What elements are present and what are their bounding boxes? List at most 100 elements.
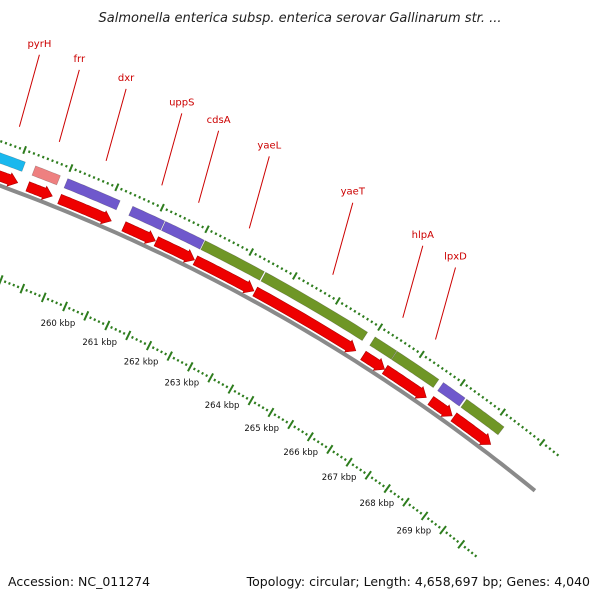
outer-tick <box>353 309 357 313</box>
scale-tick <box>8 281 11 285</box>
outer-tick <box>505 413 509 417</box>
scale-tick <box>304 432 308 436</box>
outer-tick <box>74 168 77 172</box>
gene-block <box>391 350 440 389</box>
scale-tick <box>316 440 320 444</box>
kbp-label: 267 kbp <box>322 473 357 483</box>
outer-tick <box>416 350 420 354</box>
outer-tick <box>156 204 160 208</box>
scale-tick <box>16 285 20 289</box>
scale-tick <box>233 389 237 393</box>
scale-tick <box>448 534 452 538</box>
outer-tick <box>424 355 428 359</box>
cds-arrow <box>450 412 492 445</box>
outer-tick <box>174 212 178 216</box>
scale-tick <box>187 361 194 372</box>
outer-tick <box>357 312 361 316</box>
outer-tick <box>399 339 403 343</box>
outer-tick <box>68 163 74 173</box>
scale-tick <box>227 384 235 394</box>
outer-tick <box>374 322 378 326</box>
outer-tick <box>412 347 416 351</box>
scale-tick <box>38 294 41 298</box>
gene-track <box>0 152 505 436</box>
scale-tick <box>151 346 155 350</box>
leader-line <box>332 202 354 275</box>
gene-label: dxr <box>118 73 135 84</box>
gene-label: yaeT <box>341 187 366 198</box>
scale-tick <box>463 545 467 549</box>
outer-tick <box>4 141 8 145</box>
scale-tick <box>339 455 343 459</box>
scale-tick <box>122 331 126 335</box>
scale-tick <box>370 476 374 480</box>
scale-tick <box>93 318 97 322</box>
scale-tick <box>83 310 90 321</box>
outer-tick <box>227 238 231 243</box>
outer-tick <box>9 143 12 147</box>
outer-tick <box>201 225 205 229</box>
outer-tick <box>110 183 114 187</box>
scale-tick <box>332 450 336 454</box>
kbp-label: 269 kbp <box>396 526 431 536</box>
scale-tick <box>287 419 295 430</box>
outer-tick <box>292 271 298 280</box>
scale-tick <box>29 290 33 294</box>
kbp-label: 260 kbp <box>41 319 76 329</box>
scale-tick <box>67 306 71 310</box>
outer-tick <box>284 269 288 273</box>
gene-block <box>128 205 166 231</box>
outer-tick <box>453 375 457 379</box>
backbone-arc <box>0 183 537 493</box>
map-title: Salmonella enterica subsp. enterica sero… <box>99 11 502 26</box>
outer-tick <box>218 234 222 238</box>
outer-tick <box>469 386 473 391</box>
outer-tick <box>280 267 284 271</box>
outer-tick <box>370 320 374 324</box>
outer-tick <box>187 218 191 222</box>
scale-tick <box>400 497 404 501</box>
outer-tick <box>361 314 365 319</box>
scale-tick <box>293 425 297 429</box>
scale-tick <box>97 320 101 324</box>
scale-tick <box>118 329 122 333</box>
outer-tick <box>418 350 425 359</box>
gene-label: yaeL <box>257 140 281 151</box>
outer-tick <box>524 428 529 432</box>
outer-tick <box>344 304 348 308</box>
outer-tick <box>327 294 331 298</box>
outer-tick <box>448 372 452 376</box>
scale-tick <box>456 539 460 543</box>
outer-tick <box>517 422 521 426</box>
gene-label: frr <box>74 54 86 65</box>
scale-tick <box>50 299 54 303</box>
outer-tick <box>395 336 399 340</box>
outer-tick <box>254 252 258 256</box>
outer-tick <box>465 384 469 388</box>
outer-tick <box>129 191 132 195</box>
outer-tick <box>196 223 200 227</box>
outer-tick <box>133 193 137 197</box>
outer-tick <box>64 164 68 168</box>
scale-tick <box>408 503 412 507</box>
scale-tick <box>247 395 255 406</box>
leader-line <box>198 130 220 203</box>
outer-tick <box>276 264 279 268</box>
scale-tick <box>225 385 229 389</box>
outer-tick <box>444 369 448 373</box>
scale-tick <box>217 380 221 384</box>
scale-tick <box>40 292 47 303</box>
kbp-label: 262 kbp <box>124 358 159 368</box>
cds-arrow <box>25 181 53 200</box>
scale-tick <box>355 465 359 469</box>
outer-tick <box>106 181 110 185</box>
outer-tick <box>366 317 370 321</box>
scale-tick <box>237 392 241 396</box>
outer-tick <box>432 361 436 365</box>
scale-tick <box>164 352 168 356</box>
outer-tick <box>248 248 255 257</box>
scale-tick <box>241 394 245 398</box>
outer-tick <box>178 214 182 218</box>
outer-tick <box>314 286 318 290</box>
backbone-ring <box>0 183 537 493</box>
